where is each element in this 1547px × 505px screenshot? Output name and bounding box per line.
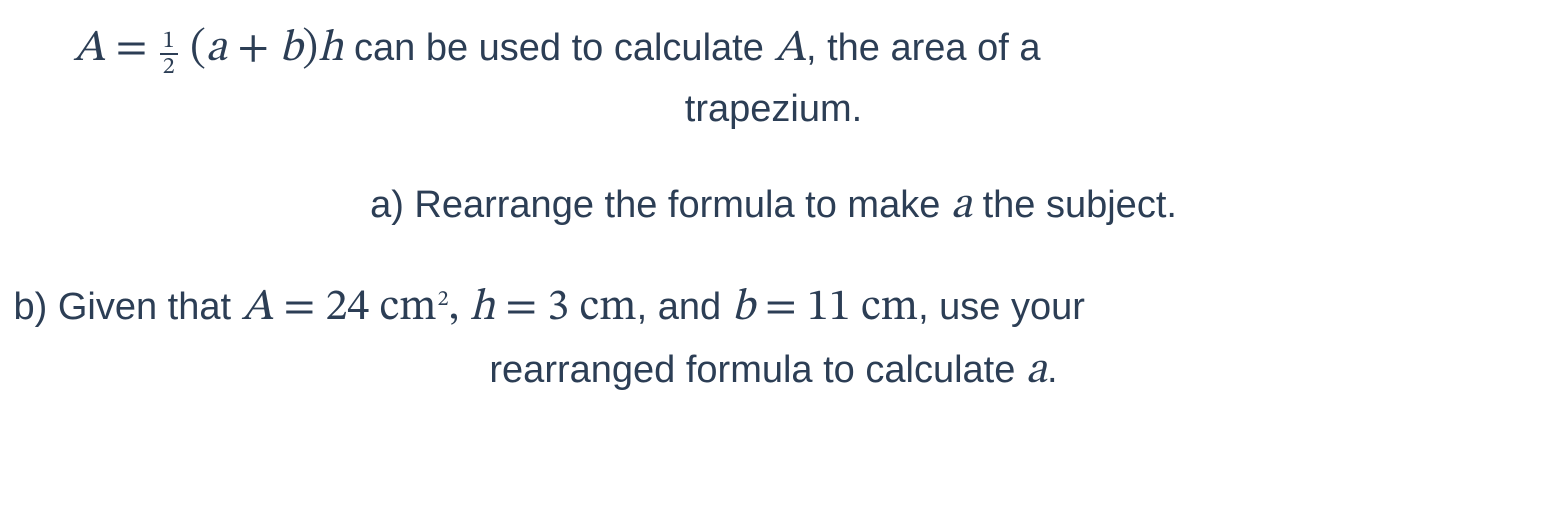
intro-text-2: , the area of a — [806, 27, 1041, 69]
intro-line-1: A = 1 2 (a + b)h can be used to calculat… — [14, 18, 1534, 82]
qb-line2b: . — [1047, 349, 1058, 391]
formula-lhs: A — [74, 27, 106, 71]
question-b: b) Given that A = 24 cm2, h = 3 cm, and … — [14, 277, 1534, 405]
qb-h: h — [470, 286, 495, 330]
qb-eq3: = — [755, 286, 807, 330]
qb-line-2: rearranged formula to calculate a. — [14, 340, 1534, 404]
qb-eq2: = — [495, 286, 547, 330]
open-paren: ( — [190, 27, 206, 71]
qb-b: b — [732, 286, 755, 330]
fraction-numerator: 1 — [160, 29, 178, 55]
question-a: a) Rearrange the formula to make a the s… — [14, 175, 1534, 239]
qb-line2a: rearranged formula to calculate — [489, 349, 1026, 391]
qb-A-unit-base: cm — [369, 286, 436, 330]
qa-var-a: a — [951, 184, 972, 228]
qb-b-unit: cm — [851, 286, 918, 330]
close-paren: ) — [302, 27, 318, 71]
qb-A-val: 24 — [326, 286, 370, 330]
qb-h-unit: cm — [569, 286, 636, 330]
qb-tail1: , use your — [918, 286, 1085, 328]
intro-paragraph: A = 1 2 (a + b)h can be used to calculat… — [14, 18, 1534, 137]
intro-line-2: trapezium. — [14, 82, 1534, 137]
var-A-inline: A — [774, 27, 806, 71]
plus-sign: + — [227, 27, 279, 71]
qb-eq1: = — [273, 286, 325, 330]
qb-b-val: 11 — [807, 286, 851, 330]
equals-sign: = — [116, 27, 158, 71]
qb-A-unit-exp: 2 — [438, 289, 449, 311]
qb-sep2: , and — [637, 286, 732, 328]
intro-text-1: can be used to calculate — [354, 27, 774, 69]
qa-suffix: the subject. — [972, 184, 1177, 226]
qa-prefix: a) Rearrange the formula to make — [370, 184, 951, 226]
qb-sep1: , — [449, 286, 470, 330]
formula: A = 1 2 (a + b)h — [74, 27, 355, 69]
qb-prefix: b) Given that — [14, 286, 242, 328]
fraction-denominator: 2 — [160, 55, 178, 79]
var-b: b — [279, 27, 302, 71]
qb-h-val: 3 — [547, 286, 569, 330]
one-half-fraction: 1 2 — [160, 29, 178, 79]
qb-line-1: b) Given that A = 24 cm2, h = 3 cm, and … — [14, 277, 1534, 341]
qb-A: A — [242, 286, 274, 330]
qb-var-a: a — [1026, 349, 1047, 393]
math-problem-page: A = 1 2 (a + b)h can be used to calculat… — [0, 0, 1547, 505]
var-a: a — [206, 27, 227, 71]
var-h: h — [318, 27, 343, 71]
